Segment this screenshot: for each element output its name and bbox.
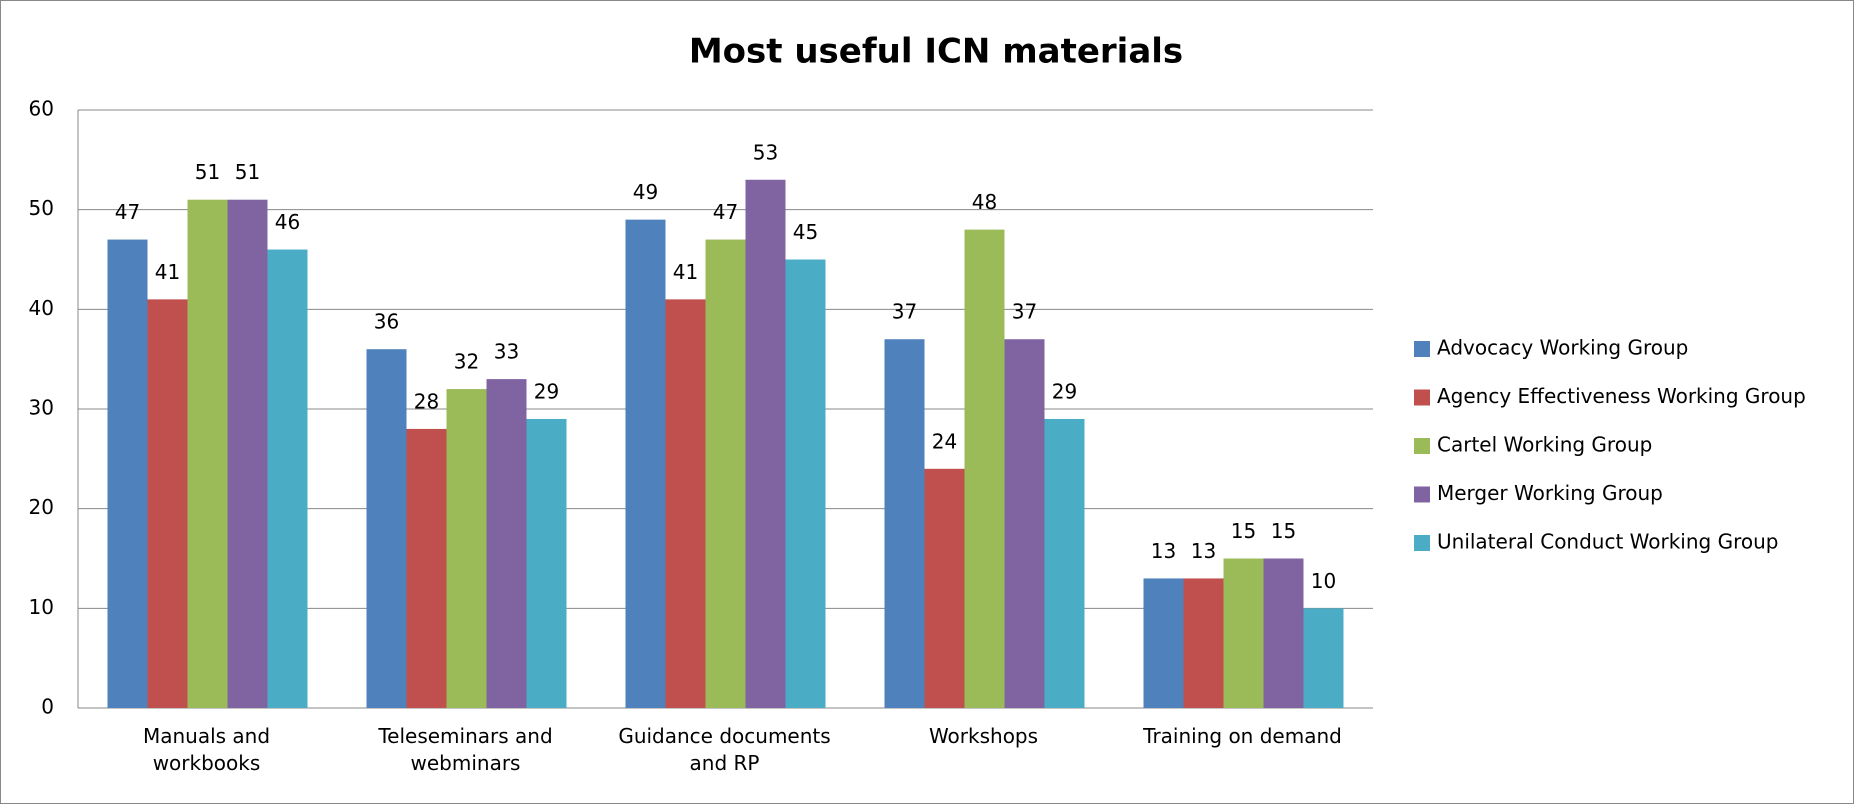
legend-label: Merger Working Group bbox=[1437, 481, 1663, 505]
data-label: 47 bbox=[713, 200, 738, 224]
data-label: 47 bbox=[115, 200, 140, 224]
y-tick-label: 0 bbox=[41, 695, 54, 719]
legend-label: Advocacy Working Group bbox=[1437, 336, 1688, 360]
legend-swatch bbox=[1414, 389, 1430, 406]
y-tick-label: 30 bbox=[29, 396, 54, 420]
data-label: 37 bbox=[892, 300, 917, 324]
bar bbox=[1303, 608, 1344, 708]
bar bbox=[785, 259, 826, 708]
bar bbox=[1223, 558, 1264, 708]
data-label: 46 bbox=[275, 210, 300, 234]
y-tick-label: 20 bbox=[29, 495, 54, 519]
legend-swatch bbox=[1414, 535, 1430, 551]
x-tick-label: Teleseminars and webminars bbox=[378, 724, 553, 775]
x-tick-label: Training on demand bbox=[1143, 724, 1342, 748]
y-tick-label: 40 bbox=[29, 296, 54, 320]
data-label: 28 bbox=[414, 389, 439, 413]
bar bbox=[486, 379, 527, 708]
bar bbox=[1263, 558, 1304, 708]
bar bbox=[1183, 578, 1224, 708]
chart-title: Most useful ICN materials bbox=[689, 32, 1183, 72]
bar bbox=[187, 199, 228, 708]
data-label: 15 bbox=[1231, 519, 1256, 543]
data-label: 51 bbox=[195, 160, 220, 184]
x-tick-label: Manuals and workbooks bbox=[142, 724, 271, 775]
y-tick-label: 50 bbox=[29, 196, 54, 220]
data-label: 45 bbox=[793, 220, 818, 244]
bar bbox=[924, 468, 965, 708]
bar bbox=[107, 239, 148, 709]
data-label: 10 bbox=[1311, 569, 1336, 593]
bar bbox=[1044, 418, 1085, 708]
bar bbox=[665, 299, 706, 708]
bar bbox=[625, 219, 666, 708]
data-label: 36 bbox=[374, 310, 399, 334]
bar bbox=[446, 389, 487, 708]
legend-swatch bbox=[1414, 486, 1430, 503]
bar bbox=[884, 339, 925, 708]
bar bbox=[1143, 578, 1184, 708]
data-label: 15 bbox=[1271, 519, 1296, 543]
data-label: 24 bbox=[932, 429, 957, 453]
x-tick-label: Workshops bbox=[928, 724, 1039, 748]
data-label: 41 bbox=[673, 260, 698, 284]
legend-label: Agency Effectiveness Working Group bbox=[1437, 384, 1806, 408]
data-label: 37 bbox=[1012, 300, 1037, 324]
data-label: 53 bbox=[753, 140, 778, 164]
data-label: 29 bbox=[1052, 379, 1077, 403]
x-tick-label: Guidance documents and RP bbox=[618, 724, 831, 775]
data-label: 51 bbox=[235, 160, 260, 184]
bar bbox=[964, 229, 1005, 708]
legend-swatch bbox=[1414, 438, 1430, 454]
data-label: 33 bbox=[494, 340, 519, 364]
y-tick-label: 10 bbox=[29, 595, 54, 619]
bar bbox=[406, 428, 447, 708]
bar bbox=[1004, 339, 1045, 708]
data-label: 32 bbox=[454, 350, 479, 374]
data-label: 48 bbox=[972, 190, 997, 214]
y-tick-label: 60 bbox=[29, 97, 54, 121]
data-label: 13 bbox=[1191, 539, 1216, 563]
data-label: 49 bbox=[633, 180, 658, 204]
bar bbox=[745, 179, 786, 708]
data-label: 41 bbox=[155, 260, 180, 284]
data-label: 13 bbox=[1151, 539, 1176, 563]
bar bbox=[705, 239, 746, 709]
legend-swatch bbox=[1414, 341, 1430, 357]
legend-label: Unilateral Conduct Working Group bbox=[1437, 530, 1778, 554]
bar bbox=[526, 418, 567, 708]
bar bbox=[147, 299, 188, 708]
bar bbox=[227, 199, 268, 708]
bar bbox=[366, 349, 407, 708]
bar bbox=[267, 249, 308, 709]
data-label: 29 bbox=[534, 379, 559, 403]
legend-label: Cartel Working Group bbox=[1437, 433, 1652, 457]
